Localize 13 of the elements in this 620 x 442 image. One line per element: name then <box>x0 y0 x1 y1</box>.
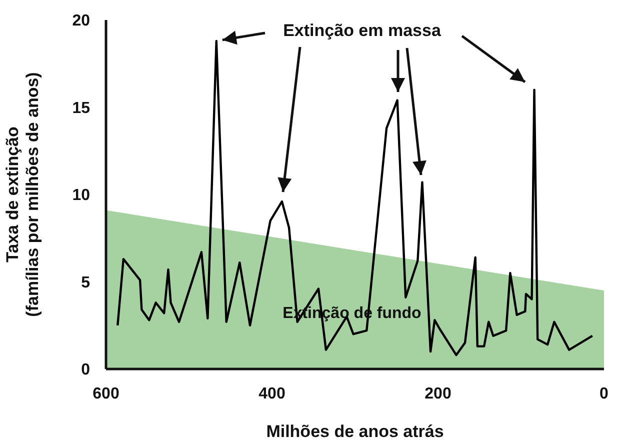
x-tick-label: 600 <box>92 385 120 402</box>
y-tick-label: 10 <box>72 187 90 204</box>
x-tick-label: 200 <box>424 385 452 402</box>
x-tick-label: 0 <box>600 385 609 402</box>
y-tick-label: 15 <box>72 100 90 117</box>
y-axis-title: Taxa de extinção (famílias por milhões de anos) <box>3 72 42 317</box>
y-tick-label: 20 <box>72 12 90 30</box>
line-series <box>116 40 594 356</box>
y-tick-label: 0 <box>81 362 90 379</box>
annotation: Extinção em massa <box>283 21 442 40</box>
y-tick-label: 5 <box>81 274 90 292</box>
x-tick-label: 400 <box>258 385 286 402</box>
x-axis-title: Milhões de anos atrás <box>266 422 444 441</box>
